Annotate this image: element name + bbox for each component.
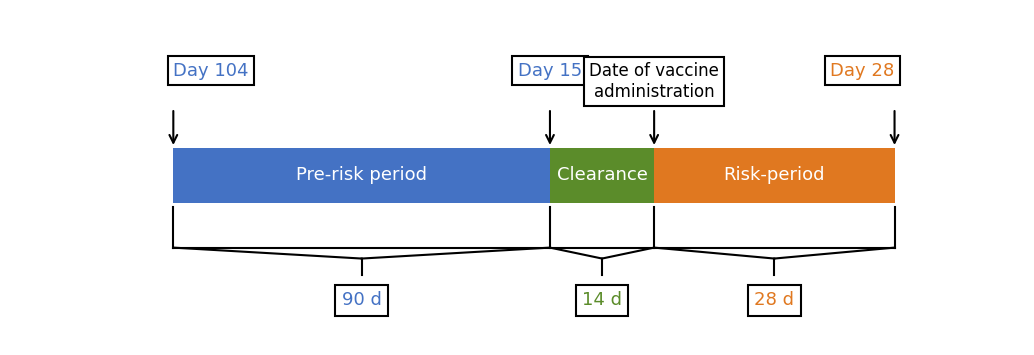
Text: Day 28: Day 28 [830, 62, 894, 80]
Text: 14 d: 14 d [582, 291, 622, 309]
Text: Clearance: Clearance [556, 166, 647, 184]
Text: Pre-risk period: Pre-risk period [296, 166, 427, 184]
Text: 90 d: 90 d [341, 291, 382, 309]
Text: 28 d: 28 d [755, 291, 794, 309]
Text: Day 15: Day 15 [518, 62, 582, 80]
Bar [655, 148, 894, 202]
Text: Date of vaccine
administration: Date of vaccine administration [589, 62, 719, 100]
Text: Day 104: Day 104 [174, 62, 249, 80]
Text: Risk-period: Risk-period [724, 166, 825, 184]
Bar [174, 148, 550, 202]
Bar [550, 148, 655, 202]
